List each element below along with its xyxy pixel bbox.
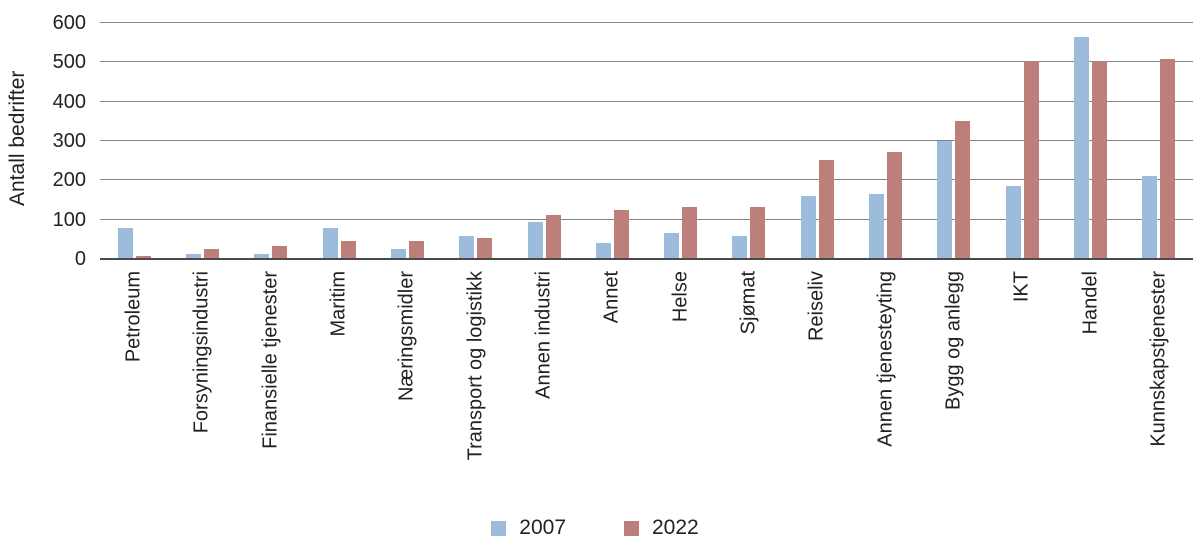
bar-2007-annet: [595, 243, 611, 259]
gridline: [100, 22, 1193, 23]
category-label: Reiseliv: [805, 271, 828, 342]
bar-2022-annen-tjenesteyting: [887, 151, 903, 259]
legend-label: 2007: [519, 516, 566, 539]
bar-2022-bygg-og-anlegg: [955, 120, 971, 259]
bar-2007-ikt: [1005, 186, 1021, 259]
gridline: [100, 179, 1193, 181]
legend-swatch-2007: [491, 520, 507, 536]
category-label: Handel: [1079, 271, 1102, 335]
legend-label: 2022: [652, 516, 699, 539]
bar-2007-annen-industri: [527, 222, 543, 259]
bar-2022-handel: [1092, 61, 1108, 259]
bar-2022-annen-industri: [545, 214, 561, 259]
y-tick-label: 500: [52, 51, 86, 74]
bar-2022-sj-mat: [750, 206, 766, 259]
bar-2022-finansielle-tjenester: [272, 246, 288, 259]
bar-2022-maritim: [340, 240, 356, 259]
bar-2022-reiseliv: [818, 159, 834, 259]
bar-2007-n-ringsmidler: [390, 249, 406, 259]
bar-2022-helse: [682, 207, 698, 259]
category-label: Annet: [600, 271, 623, 324]
y-tick-label: 600: [52, 12, 86, 34]
category-label: Maritim: [327, 271, 350, 337]
y-tick-label: 0: [74, 248, 86, 270]
category-label: Bygg og anlegg: [942, 271, 965, 411]
legend-item-2007: 2007: [491, 516, 566, 540]
gridline: [100, 218, 1193, 220]
bar-2007-transport-og-logistikk: [459, 236, 475, 259]
category-label: Sjømat: [737, 271, 760, 335]
x-axis-line: [100, 258, 1193, 260]
y-axis-ticks: 0 100 200 300 400 500 600: [0, 13, 86, 269]
gridline: [100, 61, 1193, 63]
bar-2007-helse: [664, 233, 680, 259]
bar-2007-handel: [1074, 36, 1090, 259]
bar-2022-petroleum: [135, 256, 151, 259]
category-label: Finansielle tjenester: [259, 271, 282, 449]
category-label: Transport og logistikk: [464, 271, 487, 461]
category-label: Annen tjenesteyting: [874, 271, 897, 447]
bar-2007-forsyningsindustri: [185, 254, 201, 259]
legend-item-2022: 2022: [624, 516, 699, 540]
y-tick-label: 300: [52, 130, 86, 152]
bar-2022-forsyningsindustri: [203, 248, 219, 259]
plot-area: [100, 22, 1193, 260]
bar-2022-annet: [613, 209, 629, 259]
bar-2022-n-ringsmidler: [408, 240, 424, 259]
y-tick-label: 200: [52, 169, 86, 192]
bar-2022-kunnskapstjenester: [1160, 59, 1176, 259]
category-label: Annen industri: [532, 271, 555, 399]
x-axis-labels: Petroleum Forsyningsindustri Finansielle t…: [100, 271, 1193, 476]
legend: 2007 2022: [0, 516, 1190, 540]
bar-2007-finansielle-tjenester: [254, 253, 270, 259]
y-tick-label: 400: [52, 90, 86, 113]
bar-2007-sj-mat: [732, 235, 748, 259]
category-label: IKT: [1010, 271, 1033, 303]
legend-swatch-2022: [624, 520, 639, 536]
bar-2022-ikt: [1023, 61, 1039, 259]
bar-2007-annen-tjenesteyting: [869, 194, 885, 259]
gridline: [100, 100, 1193, 102]
bar-2007-reiseliv: [800, 196, 816, 259]
bar-2007-petroleum: [117, 228, 133, 259]
category-label: Petroleum: [122, 271, 145, 363]
bar-2022-transport-og-logistikk: [477, 238, 493, 259]
bar-2007-bygg-og-anlegg: [937, 141, 953, 259]
y-tick-label: 100: [52, 208, 86, 231]
category-label: Kunnskapstjenester: [1147, 271, 1170, 447]
category-label: Helse: [669, 271, 692, 323]
bar-2007-maritim: [322, 228, 338, 259]
bar-2007-kunnskapstjenester: [1142, 176, 1158, 259]
category-label: Forsyningsindustri: [190, 271, 213, 434]
gridline: [100, 140, 1193, 141]
category-label: Næringsmidler: [395, 271, 418, 402]
